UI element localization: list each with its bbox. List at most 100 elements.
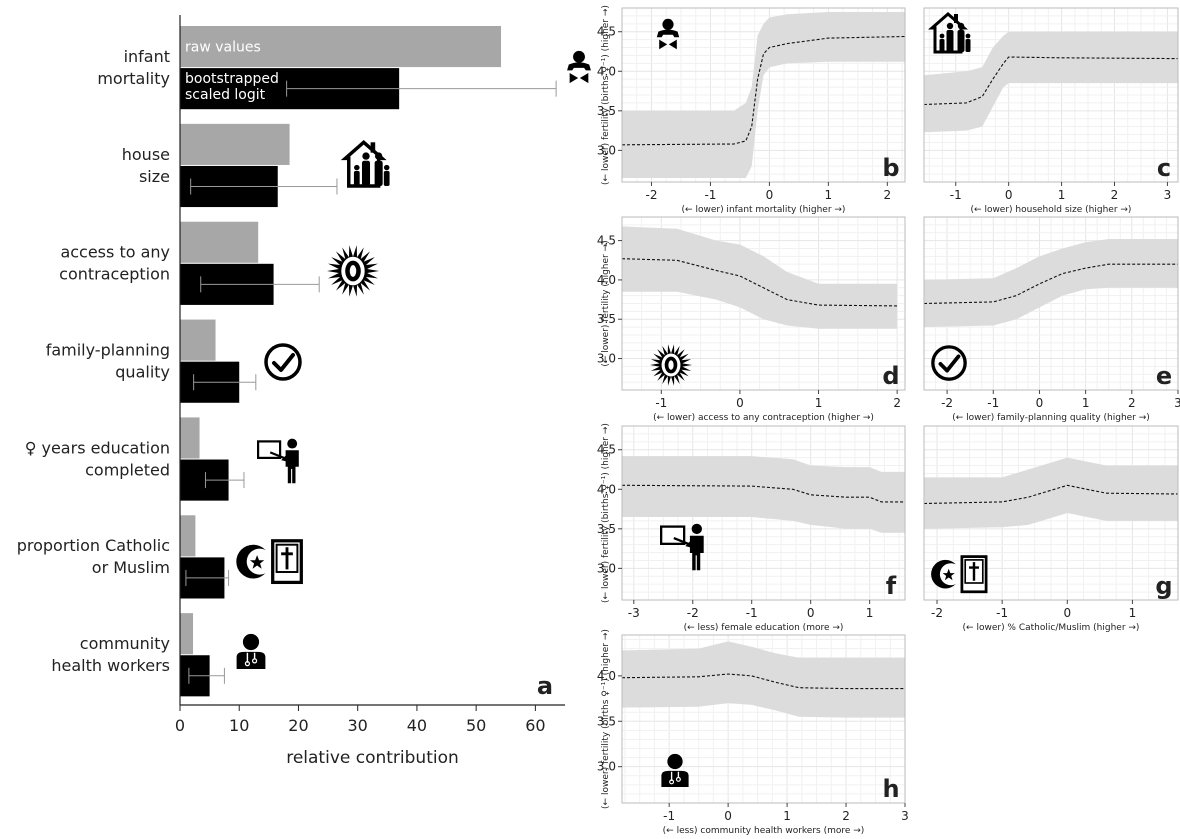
- plot-frame: [621, 634, 906, 804]
- stethoscope-bell: [244, 660, 251, 667]
- plot-frame: [621, 425, 906, 601]
- baby-icon: [567, 50, 591, 84]
- x-tick-label: 0: [1063, 606, 1071, 620]
- check-mark: [938, 354, 961, 373]
- y-axis-label: (← lower) fertility (higher →): [601, 240, 611, 366]
- x-tick-label: 1: [815, 396, 823, 410]
- panel-a: infant mortality house size access to any con…: [17, 15, 565, 768]
- x-tick-label: -2: [941, 396, 953, 410]
- child-head: [383, 164, 390, 171]
- x-tick-label: 1: [1129, 606, 1137, 620]
- y-tick-label: 4.0: [597, 64, 616, 78]
- y-tick-label: 4.5: [597, 234, 616, 248]
- confidence-band: [924, 31, 1178, 133]
- child-body: [939, 39, 945, 52]
- baby-legs: [659, 39, 677, 50]
- y-tick-label: 4.0: [597, 482, 616, 496]
- x-tick-label: 30: [348, 716, 368, 735]
- child-body: [965, 39, 971, 52]
- worker-head: [242, 633, 260, 651]
- panel-letter: f: [886, 572, 897, 600]
- panel-letter: a: [537, 672, 553, 700]
- panel-d: -1 0 1 2 (← lower) access to any contracepti…: [597, 216, 906, 423]
- panel-letter: h: [882, 775, 899, 803]
- category-label: size: [139, 167, 170, 186]
- panel-letter: g: [1155, 572, 1172, 600]
- y-axis-label: (← lower) fertility (births ♀⁻¹) (higher…: [601, 5, 611, 185]
- teacher-body: [281, 450, 299, 484]
- teacher-icon: [660, 523, 704, 571]
- x-tick-label: -3: [628, 606, 640, 620]
- contraception-icon: [650, 344, 692, 386]
- y-tick-label: 3.0: [597, 760, 616, 774]
- health-worker-icon: [236, 633, 266, 669]
- category-label: ♀ years education: [25, 438, 170, 457]
- plot-frame: [923, 7, 1179, 183]
- category-label: infant: [124, 47, 170, 66]
- mean-line: [621, 35, 906, 146]
- category-label: mortality: [97, 69, 170, 88]
- person-body: [361, 160, 371, 186]
- y-axis-label: (← lower) fertility (births ♀⁻¹) (higher…: [601, 423, 611, 603]
- mean-line: [621, 673, 905, 690]
- panel-f: -3 -2 -1 0 1 (← less) female education (more …: [597, 423, 906, 633]
- child-body: [353, 171, 360, 186]
- x-axis-label: (← lower) family-planning quality (highe…: [952, 413, 1150, 423]
- person-body: [374, 160, 383, 186]
- x-tick-label: 1: [1082, 396, 1090, 410]
- panel-b: -2 -1 0 1 2 (← lower) infant mortality (highe…: [597, 5, 906, 215]
- category-label: contraception: [59, 265, 170, 284]
- y-tick-label: 3.0: [597, 561, 616, 575]
- y-tick-label: 3.0: [597, 143, 616, 157]
- person-head: [957, 22, 965, 30]
- checkmark-icon: [931, 345, 967, 381]
- bar-raw-values: [180, 613, 194, 655]
- x-tick-label: -2: [931, 606, 943, 620]
- y-tick-label: 4.5: [597, 25, 616, 39]
- x-tick-label: 0: [724, 809, 732, 823]
- mean-line: [923, 56, 1179, 106]
- star: [249, 555, 265, 569]
- star: [942, 568, 955, 581]
- legend-bootstrapped: scaled logit: [185, 87, 266, 103]
- religion-icon: [931, 555, 988, 594]
- bar-raw-values: [180, 123, 290, 165]
- baby-head: [662, 18, 674, 30]
- x-tick-label: 1: [866, 606, 874, 620]
- bar-raw-values: [180, 221, 259, 263]
- worker-body: [661, 770, 689, 787]
- category-label: house: [122, 145, 170, 164]
- x-tick-label: 10: [229, 716, 249, 735]
- stethoscope-bell: [251, 658, 258, 664]
- category-label: completed: [85, 460, 170, 479]
- plot-frame: [923, 425, 1179, 601]
- x-tick-label: -1: [746, 606, 758, 620]
- x-tick-label: 0: [1036, 396, 1044, 410]
- y-tick-label: 3.0: [597, 352, 616, 366]
- x-tick-label: -2: [687, 606, 699, 620]
- panel-letter: b: [882, 154, 899, 182]
- y-tick-label: 3.5: [597, 714, 616, 728]
- religion-icon: [236, 539, 303, 585]
- legend-raw-values: raw values: [185, 40, 261, 56]
- ring-hole: [668, 360, 674, 370]
- book-page: [964, 559, 984, 584]
- baby-body: [656, 29, 680, 38]
- confidence-band: [622, 226, 898, 329]
- child-head: [939, 33, 945, 39]
- stethoscope-bell: [675, 776, 681, 782]
- baby-icon: [656, 18, 680, 50]
- confidence-band: [622, 456, 905, 533]
- teacher-head: [287, 438, 298, 449]
- x-axis-label: (← lower) infant mortality (higher →): [682, 205, 846, 215]
- cross: [969, 562, 979, 581]
- x-tick-label: 0: [1005, 188, 1013, 202]
- bar-raw-values: [180, 417, 200, 459]
- confidence-band: [924, 239, 1178, 328]
- mean-line: [621, 484, 905, 503]
- house-chimney: [370, 142, 376, 153]
- panel-h: -1 0 1 2 3 (← less) community health workers …: [597, 629, 909, 836]
- x-tick-label: 0: [736, 396, 744, 410]
- category-label: community: [80, 634, 170, 653]
- x-tick-label: -2: [645, 188, 657, 202]
